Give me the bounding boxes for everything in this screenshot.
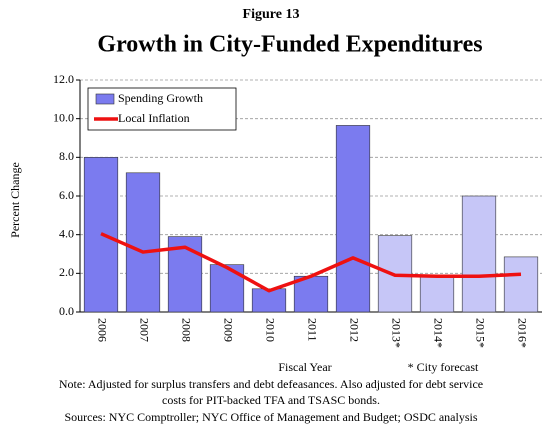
bar — [125, 172, 161, 313]
legend-label: Local Inflation — [118, 111, 190, 125]
note-line: Note: Adjusted for surplus transfers and… — [59, 377, 483, 391]
bar — [335, 125, 371, 313]
x-tick-label: 2009 — [221, 318, 235, 342]
y-tick-label: 2.0 — [59, 265, 74, 279]
y-axis-label: Percent Change — [8, 162, 22, 238]
legend-swatch — [95, 93, 115, 105]
figure-label: Figure 13 — [243, 7, 300, 22]
chart-title: Growth in City-Funded Expenditures — [97, 32, 482, 58]
y-tick-label: 6.0 — [59, 188, 74, 202]
x-tick-label: 2010 — [263, 318, 277, 342]
note-line: costs for PIT-backed TFA and TSASC bonds… — [162, 393, 380, 407]
x-axis-label: Fiscal Year — [278, 360, 331, 374]
line — [100, 232, 522, 293]
y-tick-label: 12.0 — [53, 72, 74, 86]
x-tick-label: 2012 — [347, 318, 361, 342]
y-tick-label: 4.0 — [59, 226, 74, 240]
x-tick-label: 2014* — [431, 318, 445, 348]
x-tick-label: 2007 — [137, 318, 151, 342]
x-tick-label: 2006 — [95, 318, 109, 342]
legend-label: Spending Growth — [118, 91, 203, 105]
bar — [461, 195, 497, 313]
bar — [209, 264, 245, 313]
bar — [503, 256, 539, 313]
y-tick-label: 8.0 — [59, 149, 74, 163]
bar — [419, 274, 455, 313]
x-tick-label: 2011 — [305, 318, 319, 342]
x-tick-label: 2015* — [473, 318, 487, 348]
forecast-note: * City forecast — [408, 360, 479, 374]
x-tick-label: 2008 — [179, 318, 193, 342]
x-tick-label: 2013* — [389, 318, 403, 348]
sources: Sources: NYC Comptroller; NYC Office of … — [64, 410, 477, 424]
y-tick-label: 10.0 — [53, 110, 74, 124]
y-tick-label: 0.0 — [59, 304, 74, 318]
x-tick-label: 2016* — [515, 318, 529, 348]
